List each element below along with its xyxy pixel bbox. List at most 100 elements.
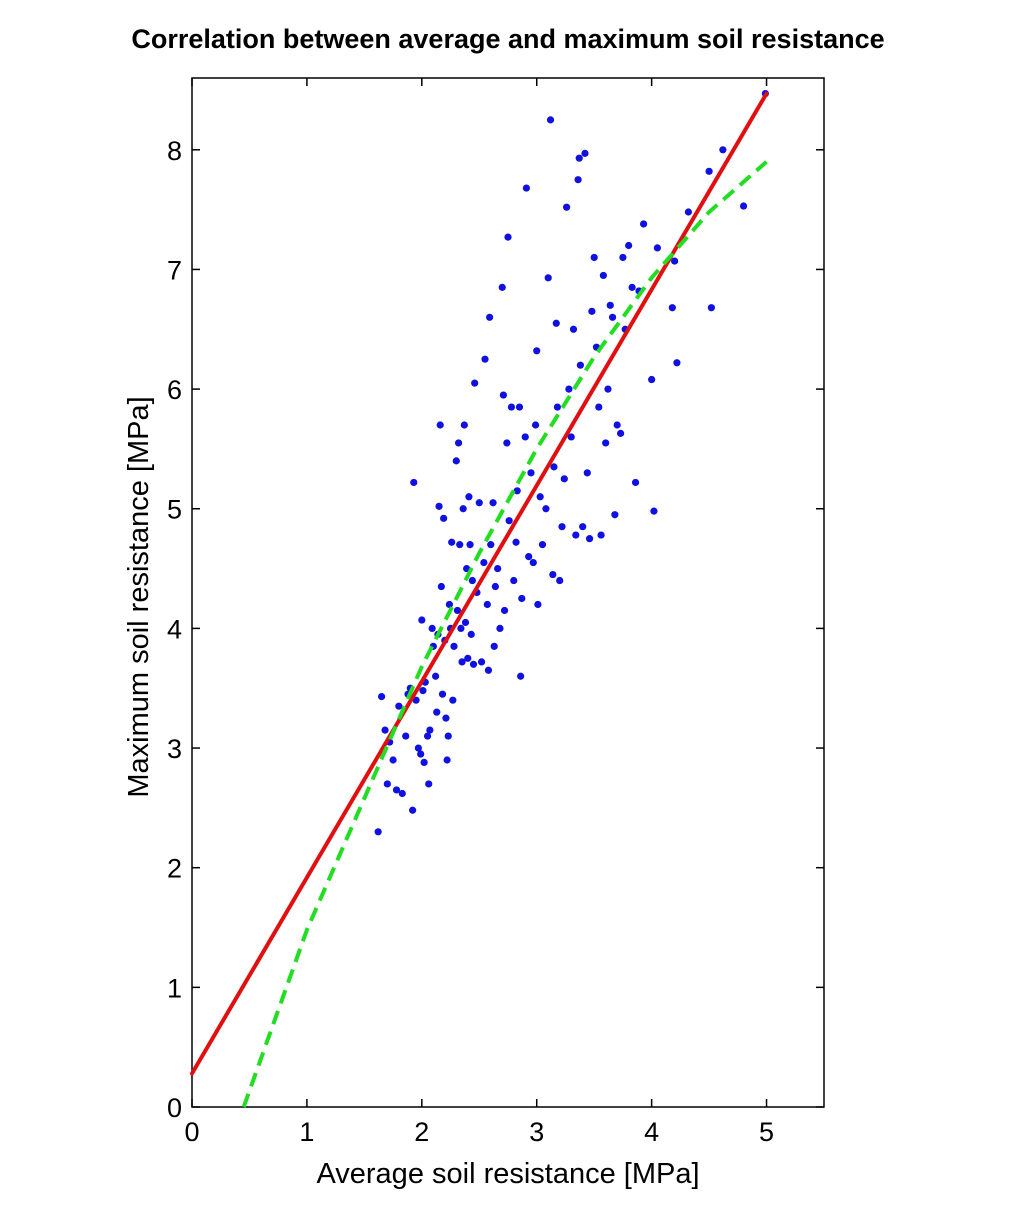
scatter-point: [398, 789, 406, 798]
scatter-point: [381, 726, 389, 734]
scatter-point: [445, 600, 453, 609]
scatter-point: [425, 780, 433, 788]
scatter-point: [475, 499, 483, 507]
x-tick-label: 4: [644, 1117, 659, 1147]
scatter-point: [513, 487, 521, 495]
scatter-point: [461, 618, 470, 627]
scatter-point: [604, 385, 612, 393]
scatter-point: [512, 538, 520, 546]
scatter-point: [491, 582, 499, 591]
scatter-point: [522, 184, 530, 192]
scatter-point: [500, 606, 509, 615]
scatter-point: [438, 690, 447, 698]
scatter-point: [542, 505, 550, 513]
scatter-point: [496, 624, 504, 632]
scatter-point: [464, 654, 472, 662]
scatter-point: [631, 478, 640, 487]
scatter-point: [452, 457, 460, 465]
y-tick-label: 8: [167, 136, 182, 166]
scatter-point: [653, 244, 661, 252]
scatter-point: [595, 403, 603, 411]
scatter-point: [606, 301, 614, 309]
y-tick-label: 2: [167, 854, 182, 884]
scatter-point: [563, 203, 571, 211]
scatter-point: [599, 271, 607, 280]
scatter-point: [552, 319, 560, 327]
scatter-point: [409, 806, 417, 814]
scatter-point: [553, 403, 562, 411]
scatter-point: [673, 359, 681, 367]
scatter-point: [527, 469, 535, 477]
scatter-point: [443, 756, 451, 764]
scatter-point: [435, 502, 443, 510]
scatter-point: [529, 558, 537, 567]
scatter-point: [450, 642, 458, 650]
scatter-point: [648, 375, 656, 384]
scatter-point: [521, 433, 529, 441]
scatter-point: [436, 421, 444, 429]
scatter-point: [575, 154, 583, 162]
scatter-point: [498, 283, 506, 291]
scatter-point: [444, 732, 452, 740]
scatter-point: [550, 463, 558, 471]
scatter-point: [567, 433, 575, 441]
scatter-point: [505, 517, 513, 525]
scatter-point: [597, 531, 605, 539]
scatter-point: [546, 116, 555, 124]
scatter-point: [517, 672, 525, 680]
scatter-point: [432, 672, 440, 680]
scatter-point: [419, 687, 427, 695]
scatter-point: [628, 283, 636, 291]
scatter-point: [480, 558, 488, 567]
scatter-point: [454, 439, 463, 447]
scatter-point: [469, 660, 478, 668]
scatter-point: [576, 361, 584, 369]
scatter-point: [707, 304, 715, 312]
y-tick-label: 0: [167, 1093, 182, 1123]
scatter-point: [448, 538, 456, 546]
y-axis-label: Maximum soil resistance [MPa]: [123, 396, 155, 797]
scatter-point: [588, 307, 596, 315]
scatter-point: [719, 146, 727, 154]
scatter-point: [378, 692, 386, 701]
scatter-point: [484, 666, 493, 674]
scatter-point: [507, 403, 516, 411]
scatter-point: [611, 511, 619, 519]
scatter-point: [402, 732, 410, 740]
scatter-point: [395, 702, 403, 710]
scatter-point: [572, 531, 580, 539]
scatter-point: [467, 630, 475, 638]
scatter-point: [449, 696, 457, 704]
scatter-point: [466, 541, 474, 549]
scatter-point: [490, 642, 498, 650]
scatter-point: [585, 535, 594, 543]
scatter-point: [456, 541, 464, 549]
scatter-point: [565, 385, 573, 393]
scatter-point: [374, 828, 382, 836]
scatter-point: [487, 541, 495, 549]
scatter-point: [536, 493, 544, 501]
scatter-point: [392, 786, 401, 794]
scatter-point: [583, 469, 591, 477]
scatter-point: [494, 564, 502, 573]
scatter-point: [569, 325, 578, 333]
scatter-point: [423, 732, 432, 740]
scatter-point: [579, 523, 587, 531]
scatter-point: [518, 594, 526, 603]
scatter-point: [468, 576, 476, 585]
scatter-point: [420, 758, 428, 767]
scatter-point: [410, 478, 418, 487]
axes-frame: [191, 77, 825, 1108]
scatter-point: [639, 220, 648, 228]
scatter-point: [544, 274, 552, 282]
scatter-point: [458, 658, 466, 666]
scatter-point: [433, 708, 441, 716]
scatter-point: [558, 523, 566, 531]
scatter-point: [525, 553, 533, 561]
scatter-point: [483, 600, 491, 609]
scatter-point: [417, 750, 425, 758]
x-tick-label: 2: [414, 1117, 429, 1147]
x-axis-label: Average soil resistance [MPa]: [316, 1158, 699, 1190]
scatter-point: [531, 421, 540, 429]
y-tick-label: 4: [167, 614, 182, 644]
